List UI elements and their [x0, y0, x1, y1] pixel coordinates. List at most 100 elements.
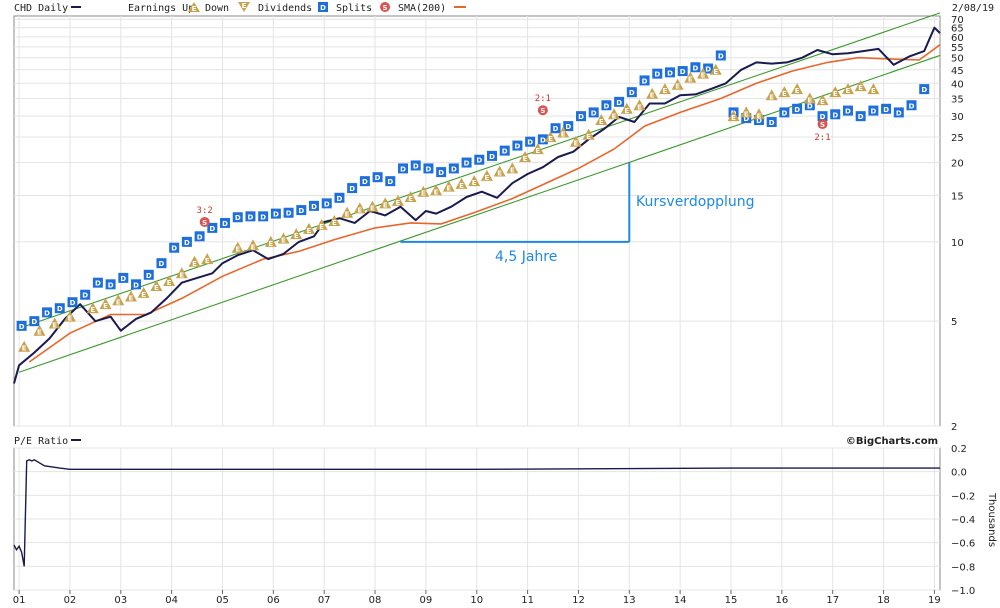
earnings-triangle [391, 194, 404, 206]
earnings-letter: E [268, 240, 273, 248]
dividend-marker: D [512, 140, 523, 151]
dividend-marker: D [143, 269, 154, 280]
dividend-letter: D [298, 207, 304, 215]
dividend-letter: D [146, 272, 152, 280]
pe-y-tick-label: −1.0 [951, 586, 975, 597]
y-tick-label: 50 [951, 54, 964, 65]
earnings-triangle [18, 340, 31, 352]
earnings-letter: E [688, 76, 693, 84]
earnings-marker: E [391, 194, 404, 207]
earnings-triangle [404, 191, 417, 203]
earnings-up-icon: E [188, 2, 200, 13]
earnings-triangle [740, 106, 753, 118]
pe-y-tick-label: 0.0 [951, 468, 967, 479]
dividend-box [614, 96, 625, 107]
dividend-box [245, 211, 256, 222]
dividend-box [309, 200, 320, 211]
dividend-letter: D [502, 148, 508, 156]
dividend-letter: D [705, 66, 711, 74]
dividend-marker: D [792, 103, 803, 114]
legend-down: Down [205, 3, 229, 14]
dividend-box [652, 68, 663, 79]
dividend-letter: D [870, 108, 876, 116]
dividend-box [80, 289, 91, 300]
dividend-marker: D [639, 75, 650, 86]
dividend-box [792, 103, 803, 114]
dividend-letter: D [387, 178, 393, 186]
earnings-marker: E [557, 126, 570, 139]
earnings-letter: E [459, 182, 464, 190]
dividend-marker: D [16, 320, 27, 331]
earnings-triangle [582, 128, 595, 140]
dividend-marker: D [410, 160, 421, 171]
earnings-marker: E [366, 200, 379, 213]
dividend-box [258, 211, 269, 222]
earnings-marker: E [709, 63, 722, 76]
dividend-letter: D [756, 117, 762, 125]
dividend-marker: D [855, 111, 866, 122]
earnings-letter: E [421, 190, 426, 198]
earnings-triangle [48, 317, 61, 329]
dividend-box [29, 316, 40, 327]
earnings-letter: E [782, 90, 787, 98]
dividend-box [359, 176, 370, 187]
dividend-marker: D [181, 236, 192, 247]
dividend-box [131, 279, 142, 290]
dividend-marker: D [92, 277, 103, 288]
earnings-letter: E [535, 147, 540, 155]
earnings-letter: E [650, 92, 655, 100]
earnings-marker: E [740, 106, 753, 118]
dividend-letter: D [400, 165, 406, 173]
y-tick-label: 20 [951, 159, 964, 170]
earnings-marker: E [277, 232, 290, 244]
x-tick-label: 17 [826, 595, 839, 606]
earnings-triangle [201, 253, 214, 265]
y-tick-label: 60 [951, 33, 964, 44]
earnings-marker: E [791, 83, 804, 95]
dividend-marker: D [334, 192, 345, 203]
earnings-triangle [442, 180, 455, 192]
earnings-marker: E [480, 169, 493, 182]
split-letter: S [820, 121, 825, 129]
earnings-letter: E [795, 87, 800, 95]
dividend-letter: D [120, 275, 126, 283]
earnings-triangle [231, 241, 244, 253]
dividend-icon: D [318, 2, 328, 12]
dividend-marker: D [54, 303, 65, 314]
earnings-marker: E [829, 86, 842, 98]
dividend-letter: D [108, 281, 114, 289]
earnings-marker: E [455, 177, 468, 190]
earnings-triangle [480, 169, 493, 181]
earnings-letter: E [345, 211, 350, 219]
dividend-letter: D [616, 99, 622, 107]
svg-text:D: D [320, 4, 326, 12]
dividend-marker: D [919, 84, 930, 95]
earnings-letter: E [116, 298, 121, 306]
dividend-marker: D [652, 68, 663, 79]
dividend-box [893, 107, 904, 118]
earnings-triangle [557, 126, 570, 138]
earnings-marker: E [778, 86, 791, 98]
earnings-letter: E [497, 169, 502, 177]
dividend-marker: D [372, 172, 383, 183]
dividend-marker: D [461, 157, 472, 168]
x-tick-label: 03 [114, 595, 127, 606]
earnings-marker: E [341, 206, 354, 219]
earnings-triangle [544, 131, 557, 143]
dividend-box [169, 242, 180, 253]
dividend-marker: D [906, 100, 917, 111]
earnings-letter: E [235, 246, 240, 254]
earnings-triangle [137, 286, 150, 298]
dividend-marker: D [398, 163, 409, 174]
earnings-triangle [791, 83, 804, 95]
earnings-letter: E [485, 174, 490, 182]
dividend-letter: D [464, 160, 470, 168]
dividend-marker: D [550, 123, 561, 134]
earnings-marker: E [697, 67, 710, 80]
earnings-marker: E [841, 83, 854, 95]
dividend-box [741, 113, 752, 124]
earnings-letter: E [22, 345, 27, 353]
x-tick-label: 15 [725, 595, 738, 606]
dividend-box [766, 117, 777, 128]
y-tick-label: 45 [951, 66, 964, 77]
